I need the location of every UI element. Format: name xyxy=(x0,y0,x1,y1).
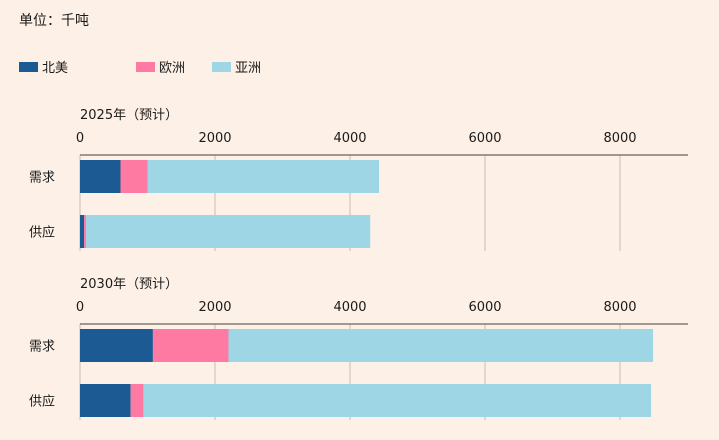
legend-label-2: 欧洲 xyxy=(159,61,185,76)
bar-segment xyxy=(130,384,144,417)
category-label: 供应 xyxy=(29,394,55,410)
bar-segment xyxy=(84,215,87,248)
legend-swatch-1 xyxy=(19,62,38,72)
x-tick-label: 4000 xyxy=(333,300,366,315)
bar-segment xyxy=(80,384,131,417)
legend-swatch-2 xyxy=(136,62,155,72)
category-label: 供应 xyxy=(29,225,55,241)
chart-panels: 2025年（预计）0 2000 4000 6000 8000需求供应2030年（预计）0… xyxy=(29,108,688,420)
category-label: 需求 xyxy=(29,171,55,186)
bar-segment xyxy=(228,329,654,362)
x-tick-label: 8000 xyxy=(603,131,636,146)
bar-segment xyxy=(143,384,652,417)
unit-label: 单位：千吨 xyxy=(19,13,89,29)
x-tick-label: 0 xyxy=(76,131,84,146)
x-tick-label: 8000 xyxy=(603,300,636,315)
legend-label-3: 亚洲 xyxy=(235,61,261,76)
panel-title: 2030年（预计） xyxy=(80,277,178,292)
bar-segment xyxy=(147,160,380,193)
bar-segment xyxy=(80,215,85,248)
x-tick-label: 4000 xyxy=(333,131,366,146)
legend-label-1: 北美 xyxy=(42,61,68,76)
legend-swatch-3 xyxy=(212,62,231,72)
x-tick-label: 6000 xyxy=(468,300,501,315)
bar-segment xyxy=(86,215,371,248)
bar-segment xyxy=(120,160,148,193)
bar-segment xyxy=(80,329,153,362)
panel-title: 2025年（预计） xyxy=(80,108,178,123)
x-tick-label: 0 xyxy=(76,300,84,315)
legend: 北美 欧洲 亚洲 xyxy=(19,61,261,76)
category-label: 需求 xyxy=(29,340,55,355)
bar-segment xyxy=(80,160,121,193)
x-tick-label: 6000 xyxy=(468,131,501,146)
x-tick-label: 2000 xyxy=(198,131,231,146)
bar-segment xyxy=(152,329,229,362)
x-tick-label: 2000 xyxy=(198,300,231,315)
